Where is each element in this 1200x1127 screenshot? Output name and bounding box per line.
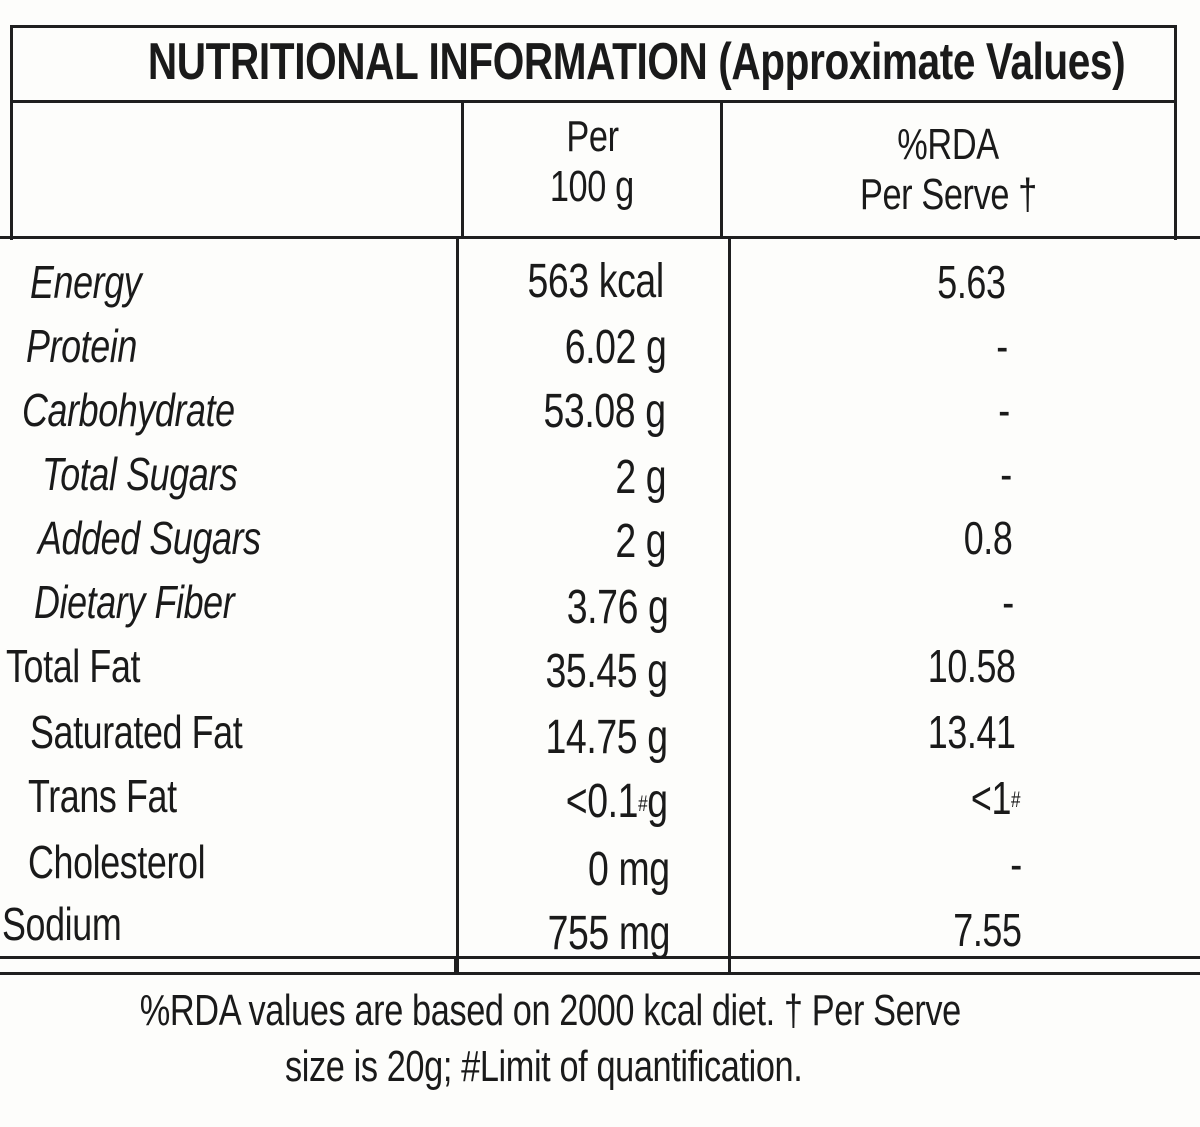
column-divider-1-body: [456, 239, 459, 975]
header-divider: [0, 236, 1200, 239]
column-divider-1-header: [461, 100, 464, 238]
rda-per-serve: 0.8: [963, 512, 1012, 564]
rda-per-serve: -: [1010, 838, 1022, 890]
nutrient-label: Cholesterol: [28, 836, 206, 888]
column-header-per-100g: Per 100 g: [464, 112, 720, 212]
column-header-rda: %RDA Per Serve †: [723, 120, 1174, 220]
header-per-serve: Per Serve †: [860, 170, 1037, 219]
rda-per-serve: -: [998, 384, 1010, 436]
nutrient-label: Trans Fat: [28, 770, 177, 822]
amount-per-100g: 35.45 g: [545, 645, 669, 698]
nutrient-label: Dietary Fiber: [34, 576, 235, 628]
header-rda: %RDA: [897, 120, 1000, 169]
rda-per-serve: 10.58: [928, 640, 1016, 692]
rda-per-serve: -: [1002, 576, 1014, 628]
amount-per-100g: 3.76 g: [566, 581, 668, 634]
rda-per-serve: -: [996, 320, 1008, 372]
nutrient-label: Added Sugars: [38, 512, 261, 564]
footnote-line-1: %RDA values are based on 2000 kcal diet.…: [139, 986, 961, 1035]
column-divider-2-header: [720, 100, 723, 238]
border-right: [1174, 25, 1177, 240]
amount-per-100g: 2 g: [615, 451, 666, 504]
nutrient-label: Total Sugars: [42, 448, 238, 500]
amount-per-100g: 53.08 g: [543, 385, 667, 438]
rda-per-serve: <1#: [970, 772, 1021, 824]
rda-per-serve: 7.55: [953, 904, 1023, 956]
body-divider: [0, 956, 1200, 959]
border-top: [10, 25, 1176, 28]
nutrient-label: Energy: [30, 256, 142, 308]
header-per: Per: [565, 112, 619, 161]
table-title: NUTRITIONAL INFORMATION (Approximate Val…: [10, 26, 1175, 98]
amount-per-100g: 563 kcal: [527, 255, 665, 308]
border-left-title: [10, 25, 13, 240]
rda-per-serve: 13.41: [928, 706, 1016, 758]
nutrient-label: Carbohydrate: [22, 384, 235, 436]
nutrient-label: Protein: [26, 320, 137, 372]
column-divider-1-gap: [454, 959, 457, 975]
column-divider-2-body: [728, 239, 731, 975]
amount-per-100g: 14.75 g: [545, 711, 669, 764]
header-100g: 100 g: [550, 162, 634, 211]
rda-per-serve: 5.63: [937, 256, 1007, 308]
amount-per-100g: 755 mg: [547, 907, 670, 960]
title-divider: [10, 100, 1176, 103]
nutrient-label: Saturated Fat: [30, 706, 243, 758]
amount-per-100g: 6.02 g: [564, 321, 666, 374]
nutrient-label: Total Fat: [6, 640, 141, 692]
rda-per-serve: -: [1000, 448, 1012, 500]
footnote-line-2: size is 20g; #Limit of quantification.: [285, 1042, 803, 1091]
nutrient-label: Sodium: [2, 898, 122, 950]
amount-per-100g: 0 mg: [588, 843, 670, 896]
table-title-text: NUTRITIONAL INFORMATION (Approximate Val…: [147, 33, 1126, 91]
amount-per-100g: 2 g: [615, 515, 666, 568]
footer-divider: [0, 972, 1200, 975]
amount-per-100g: <0.1#g: [566, 775, 668, 828]
